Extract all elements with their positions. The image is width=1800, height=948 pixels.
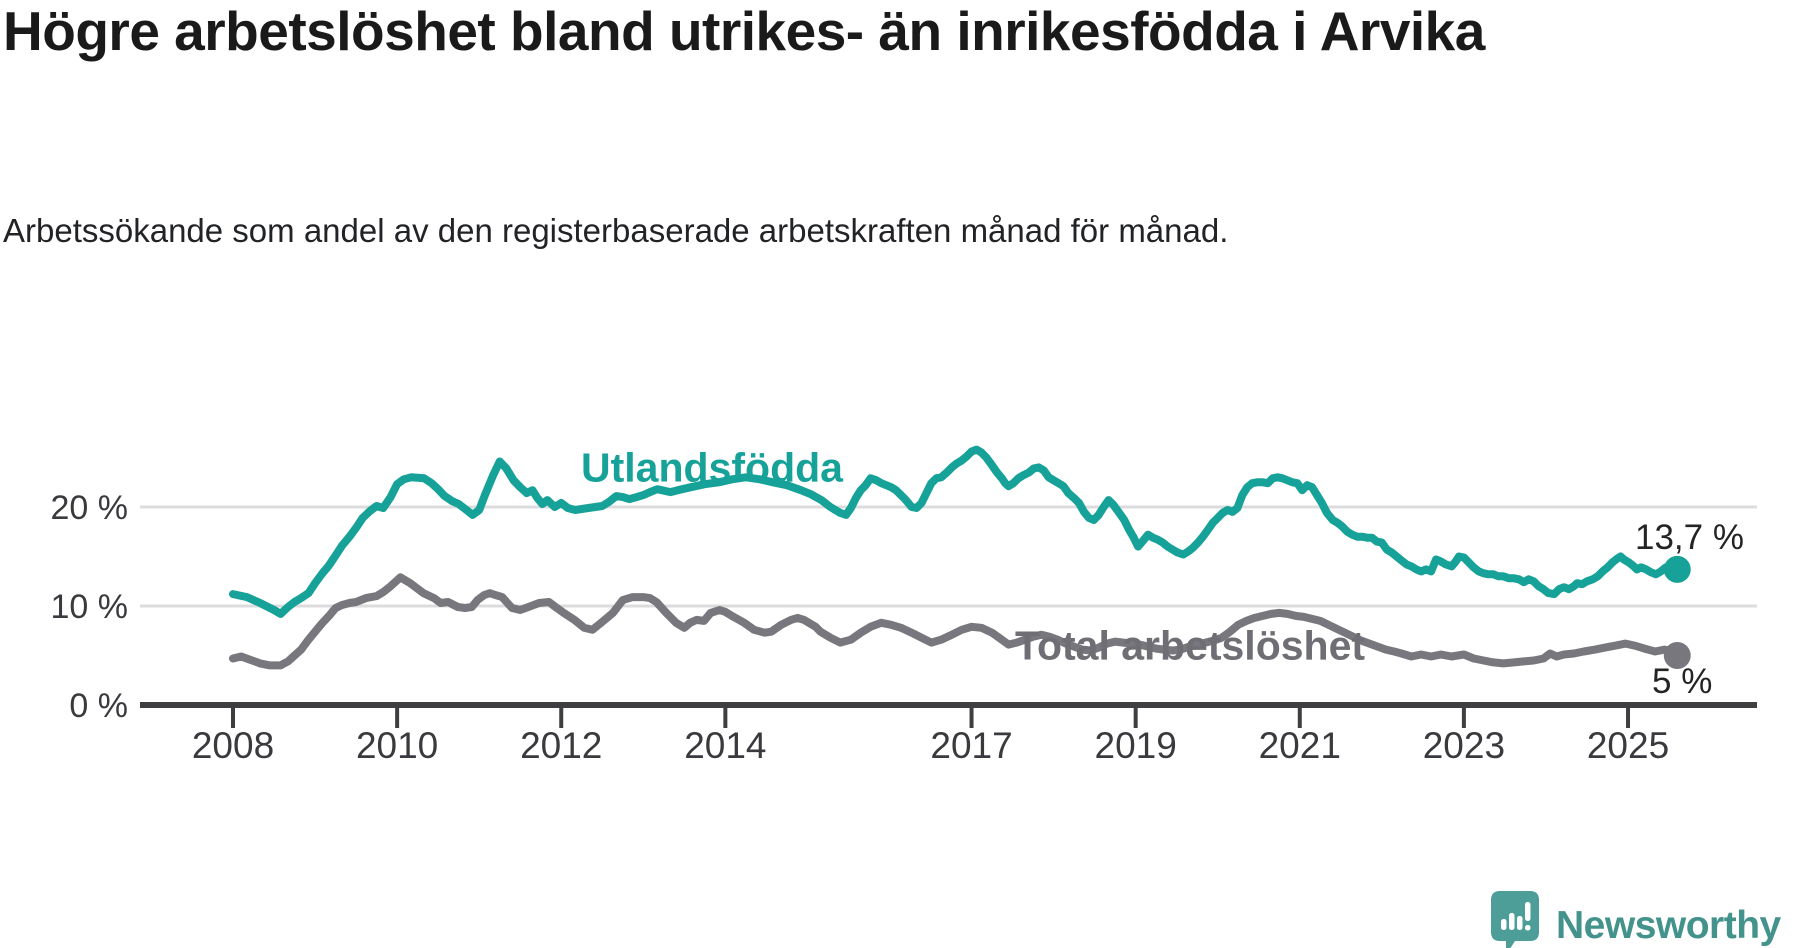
- x-axis-tick-label: 2008: [192, 725, 274, 766]
- x-axis-tick-label: 2019: [1095, 725, 1177, 766]
- x-axis-tick-label: 2010: [356, 725, 438, 766]
- x-axis-tick-label: 2012: [520, 725, 602, 766]
- x-axis-tick-label: 2017: [930, 725, 1012, 766]
- series-label-total-arbetsloshet: Total arbetslöshet: [1014, 622, 1366, 669]
- chart-subtitle: Arbetssökande som andel av den registerb…: [3, 212, 1229, 249]
- series-line-1: [229, 573, 1682, 670]
- y-axis-tick-label: 20 %: [51, 489, 129, 527]
- end-value-label-utlandsfodda: 13,7 %: [1635, 518, 1744, 557]
- chart-title: Högre arbetslöshet bland utrikes- än inr…: [3, 0, 1485, 62]
- series-end-dot-0: [1663, 555, 1691, 583]
- speech-bubble-bar-chart-icon: [1491, 891, 1539, 948]
- x-axis-tick-label: 2023: [1423, 725, 1505, 766]
- series-line-0: [229, 445, 1682, 618]
- x-axis-tick-label: 2025: [1587, 725, 1669, 766]
- series-label-utlandsfodda: Utlandsfödda: [581, 444, 843, 491]
- x-axis-tick-label: 2021: [1259, 725, 1341, 766]
- y-axis-tick-label: 0 %: [69, 687, 128, 725]
- x-axis-tick-label: 2014: [684, 725, 766, 766]
- end-value-label-total-arbetsloshet: 5 %: [1652, 662, 1713, 701]
- series-end-dot-1: [1663, 642, 1691, 669]
- newsworthy-logo: Newsworthy: [1490, 890, 1781, 948]
- y-axis-tick-label: 10 %: [51, 588, 129, 626]
- newsworthy-wordmark: Newsworthy: [1556, 903, 1781, 947]
- newsworthy-logo-icon: [1490, 890, 1540, 948]
